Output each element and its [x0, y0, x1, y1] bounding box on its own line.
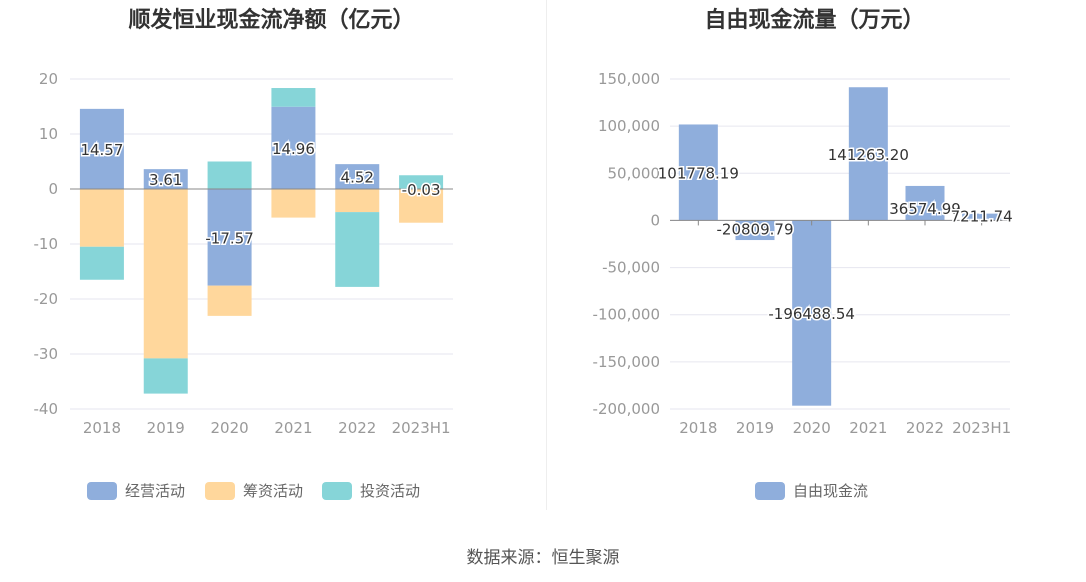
right-y-tick-label: 0 — [650, 211, 660, 229]
left-data-label: -0.03 — [402, 181, 441, 199]
left-legend-label: 筹资活动 — [243, 482, 303, 500]
left-y-tick-label: -10 — [34, 235, 59, 253]
right-y-tick-label: 150,000 — [598, 70, 660, 88]
left-x-tick-label: 2023H1 — [392, 419, 451, 437]
left-y-tick-label: -30 — [34, 345, 59, 363]
left-data-label: 14.96 — [272, 140, 315, 158]
left-legend-label: 经营活动 — [125, 482, 185, 500]
right-y-tick-label: 100,000 — [598, 117, 660, 135]
left-bar-segment — [79, 189, 124, 247]
left-bar-segment — [207, 189, 252, 286]
left-bar-segment — [399, 175, 444, 189]
left-bar-segment — [335, 164, 380, 189]
right-data-label: 7211.74 — [951, 207, 1013, 225]
left-bar-segment — [335, 212, 380, 287]
left-data-label: 14.57 — [80, 141, 123, 159]
left-x-tick-label: 2022 — [338, 419, 376, 437]
left-y-tick-label: 10 — [39, 125, 58, 143]
left-chart-title: 顺发恒业现金流净额（亿元） — [128, 8, 415, 33]
right-data-label: 101778.19 — [658, 164, 739, 182]
right-data-label: -196488.54 — [768, 305, 855, 323]
left-legend-label: 投资活动 — [360, 482, 420, 500]
left-bar-segment — [143, 358, 188, 394]
right-x-tick-label: 2022 — [906, 419, 944, 437]
left-x-tick-label: 2020 — [210, 419, 248, 437]
left-legend-swatch — [322, 482, 352, 500]
right-y-tick-label: -150,000 — [593, 353, 660, 371]
left-bar-segment — [335, 189, 380, 213]
left-bar-segment — [271, 106, 316, 189]
right-bar — [962, 213, 1002, 221]
right-x-tick-label: 2019 — [736, 419, 774, 437]
left-bar-segment — [79, 108, 124, 189]
right-x-tick-label: 2023H1 — [952, 419, 1011, 437]
left-x-tick-label: 2018 — [83, 419, 121, 437]
left-bar-segment — [271, 88, 316, 107]
left-bar-segment — [143, 189, 188, 359]
right-bar — [792, 220, 832, 406]
left-bar-segment — [143, 169, 188, 189]
right-bar — [678, 124, 718, 221]
right-data-label: 36574.99 — [889, 200, 961, 218]
left-legend-swatch — [205, 482, 235, 500]
left-y-tick-label: -20 — [34, 290, 59, 308]
left-data-label: 4.52 — [341, 169, 374, 187]
left-bar-segment — [207, 285, 252, 316]
left-bar-segment — [207, 161, 252, 189]
left-bar-segment — [79, 246, 124, 280]
right-x-tick-label: 2018 — [679, 419, 717, 437]
right-chart-title: 自由现金流量（万元） — [704, 8, 925, 33]
right-data-label: 141263.20 — [828, 146, 909, 164]
left-data-label: -17.57 — [205, 229, 253, 247]
left-y-tick-label: -40 — [34, 400, 59, 418]
right-legend-label: 自由现金流 — [793, 482, 868, 500]
left-y-tick-label: 0 — [48, 180, 58, 198]
panel-divider — [546, 0, 547, 510]
left-legend-swatch — [87, 482, 117, 500]
right-bar — [848, 87, 888, 221]
right-y-tick-label: -50,000 — [602, 259, 660, 277]
right-legend-swatch — [755, 482, 785, 500]
left-x-tick-label: 2019 — [147, 419, 185, 437]
right-x-tick-label: 2020 — [793, 419, 831, 437]
right-bar — [905, 185, 945, 221]
left-x-tick-label: 2021 — [274, 419, 312, 437]
left-bar-segment — [399, 189, 444, 223]
left-y-tick-label: 20 — [39, 70, 58, 88]
right-y-tick-label: -100,000 — [593, 306, 660, 324]
right-y-tick-label: -200,000 — [593, 400, 660, 418]
right-data-label: -20809.79 — [717, 220, 794, 238]
left-data-label: 3.61 — [149, 171, 182, 189]
right-bar — [735, 220, 775, 241]
right-y-tick-label: 50,000 — [608, 164, 661, 182]
left-bar-segment — [271, 189, 316, 218]
right-x-tick-label: 2021 — [849, 419, 887, 437]
data-source-note: 数据来源：恒生聚源 — [466, 548, 620, 568]
